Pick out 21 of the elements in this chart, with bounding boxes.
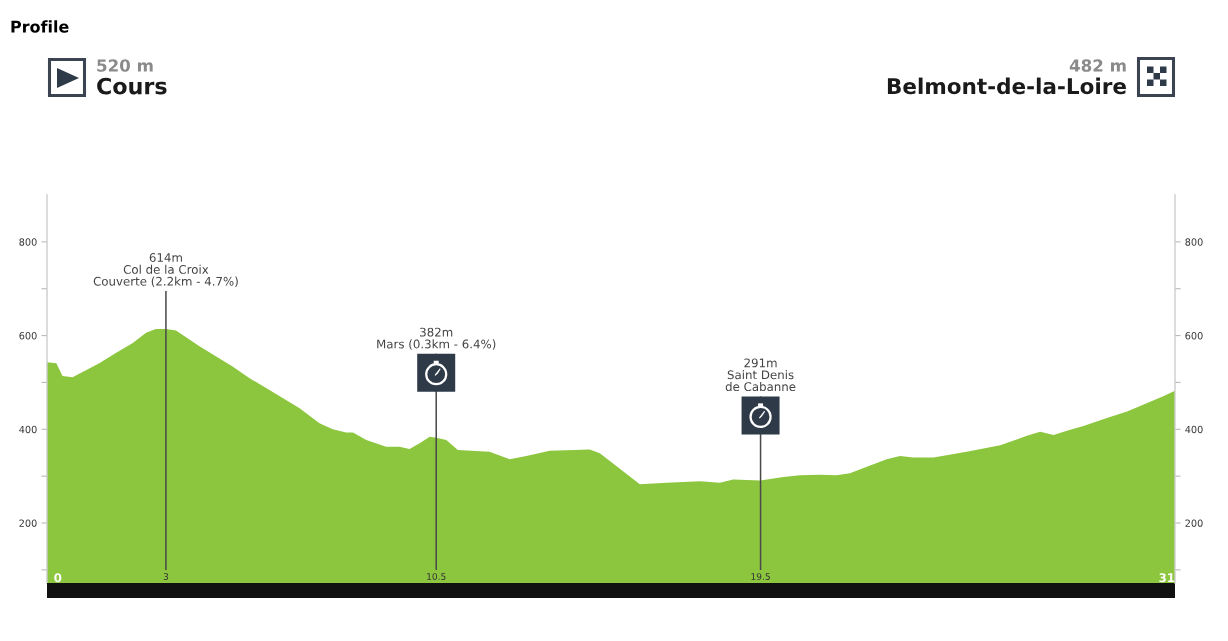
- y-tick-label: 200: [19, 519, 37, 527]
- y2-tick-label: 400: [1185, 425, 1203, 434]
- text: Belmont-de-la-Loire: [887, 77, 1126, 95]
- y-tick-label: 800: [19, 238, 37, 246]
- ref-line-label: 614m Col de la Croix Couverte (2.2km - 4.7%): [93, 253, 238, 288]
- text: 482 m: [1069, 59, 1126, 72]
- x-tick-label: 19.5: [751, 573, 770, 580]
- text: Cours: [97, 77, 167, 95]
- y2-tick-label: 600: [1185, 332, 1203, 340]
- x-tick-label: 3: [163, 573, 169, 580]
- chart-title: Profile: [11, 20, 69, 33]
- x-tick-label: 10.5: [427, 573, 446, 580]
- ref-line-label: 382m Mars (0.3km - 6.4%): [377, 327, 496, 350]
- text: 520 m: [97, 59, 153, 72]
- x-tick-label: 31: [1159, 573, 1175, 583]
- x-tick-label: 0: [54, 573, 62, 583]
- y2-tick-label: 200: [1185, 519, 1203, 527]
- y2-tick-label: 800: [1185, 238, 1203, 246]
- y-tick-label: 600: [19, 332, 37, 340]
- y-tick-label: 400: [19, 425, 37, 434]
- ref-line-label: 291m Saint Denis de Cabanne: [725, 358, 796, 392]
